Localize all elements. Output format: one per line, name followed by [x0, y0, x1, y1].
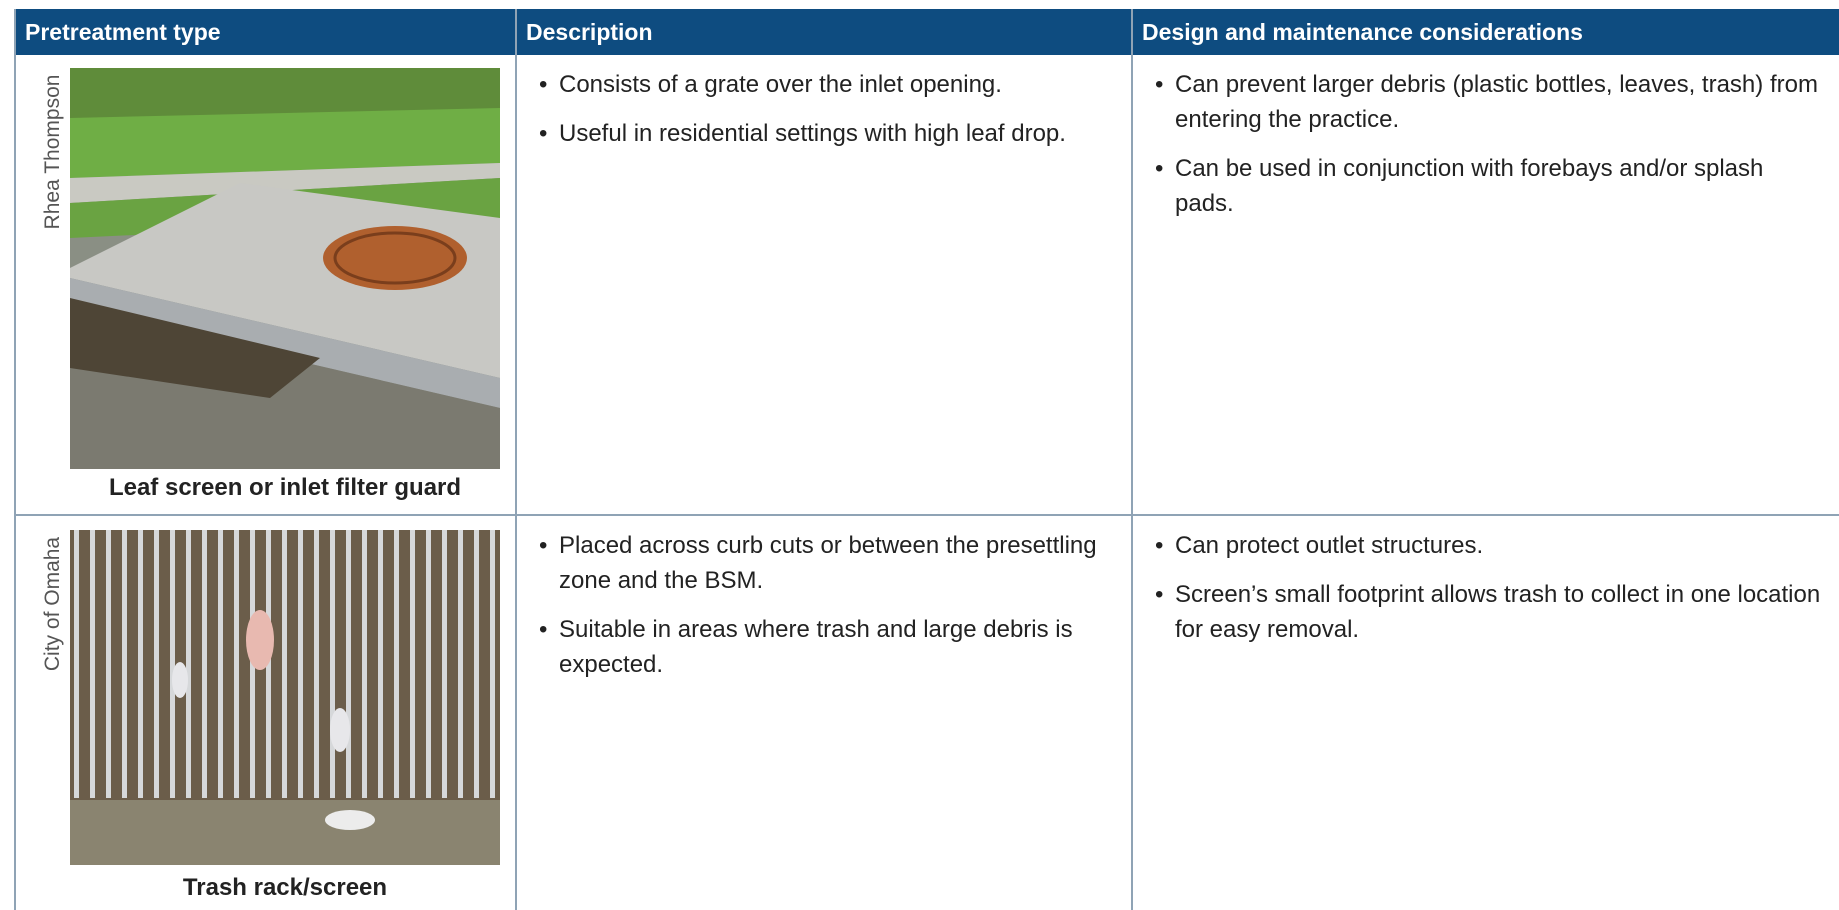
- bullet: Can be used in conjunction with forebays…: [1155, 151, 1825, 221]
- bullet-list: Can prevent larger debris (plastic bottl…: [1133, 55, 1839, 221]
- considerations-cell: Can prevent larger debris (plastic bottl…: [1133, 55, 1839, 516]
- type-cell: [14, 516, 517, 910]
- type-cell: [14, 55, 517, 516]
- considerations-cell: Can protect outlet structures. Screen’s …: [1133, 516, 1839, 910]
- bullet-list: Consists of a grate over the inlet openi…: [517, 55, 1131, 151]
- photo: [70, 530, 500, 865]
- type-name: Trash rack/screen: [182, 874, 388, 901]
- description-cell: Consists of a grate over the inlet openi…: [517, 55, 1133, 516]
- bullet: Useful in residential settings with high…: [539, 116, 1117, 151]
- bullet: Placed across curb cuts or between the p…: [539, 528, 1117, 598]
- header-cell: Design and maintenance considerations: [1133, 9, 1839, 55]
- photo-credit: City of Omaha: [41, 536, 64, 672]
- photo: [70, 68, 500, 469]
- bullet: Consists of a grate over the inlet openi…: [539, 67, 1117, 102]
- bullet-list: Can protect outlet structures. Screen’s …: [1133, 516, 1839, 647]
- bullet: Can prevent larger debris (plastic bottl…: [1155, 67, 1825, 137]
- bullet: Suitable in areas where trash and large …: [539, 612, 1117, 682]
- photo-credit: Rhea Thompson: [41, 74, 64, 230]
- bullet: Can protect outlet structures.: [1155, 528, 1825, 563]
- bullet-list: Placed across curb cuts or between the p…: [517, 516, 1131, 682]
- type-name: Leaf screen or inlet filter guard: [108, 474, 462, 501]
- description-cell: Placed across curb cuts or between the p…: [517, 516, 1133, 910]
- header-cell: Description: [517, 9, 1133, 55]
- bullet: Screen’s small footprint allows trash to…: [1155, 577, 1825, 647]
- header-cell: Pretreatment type: [14, 9, 517, 55]
